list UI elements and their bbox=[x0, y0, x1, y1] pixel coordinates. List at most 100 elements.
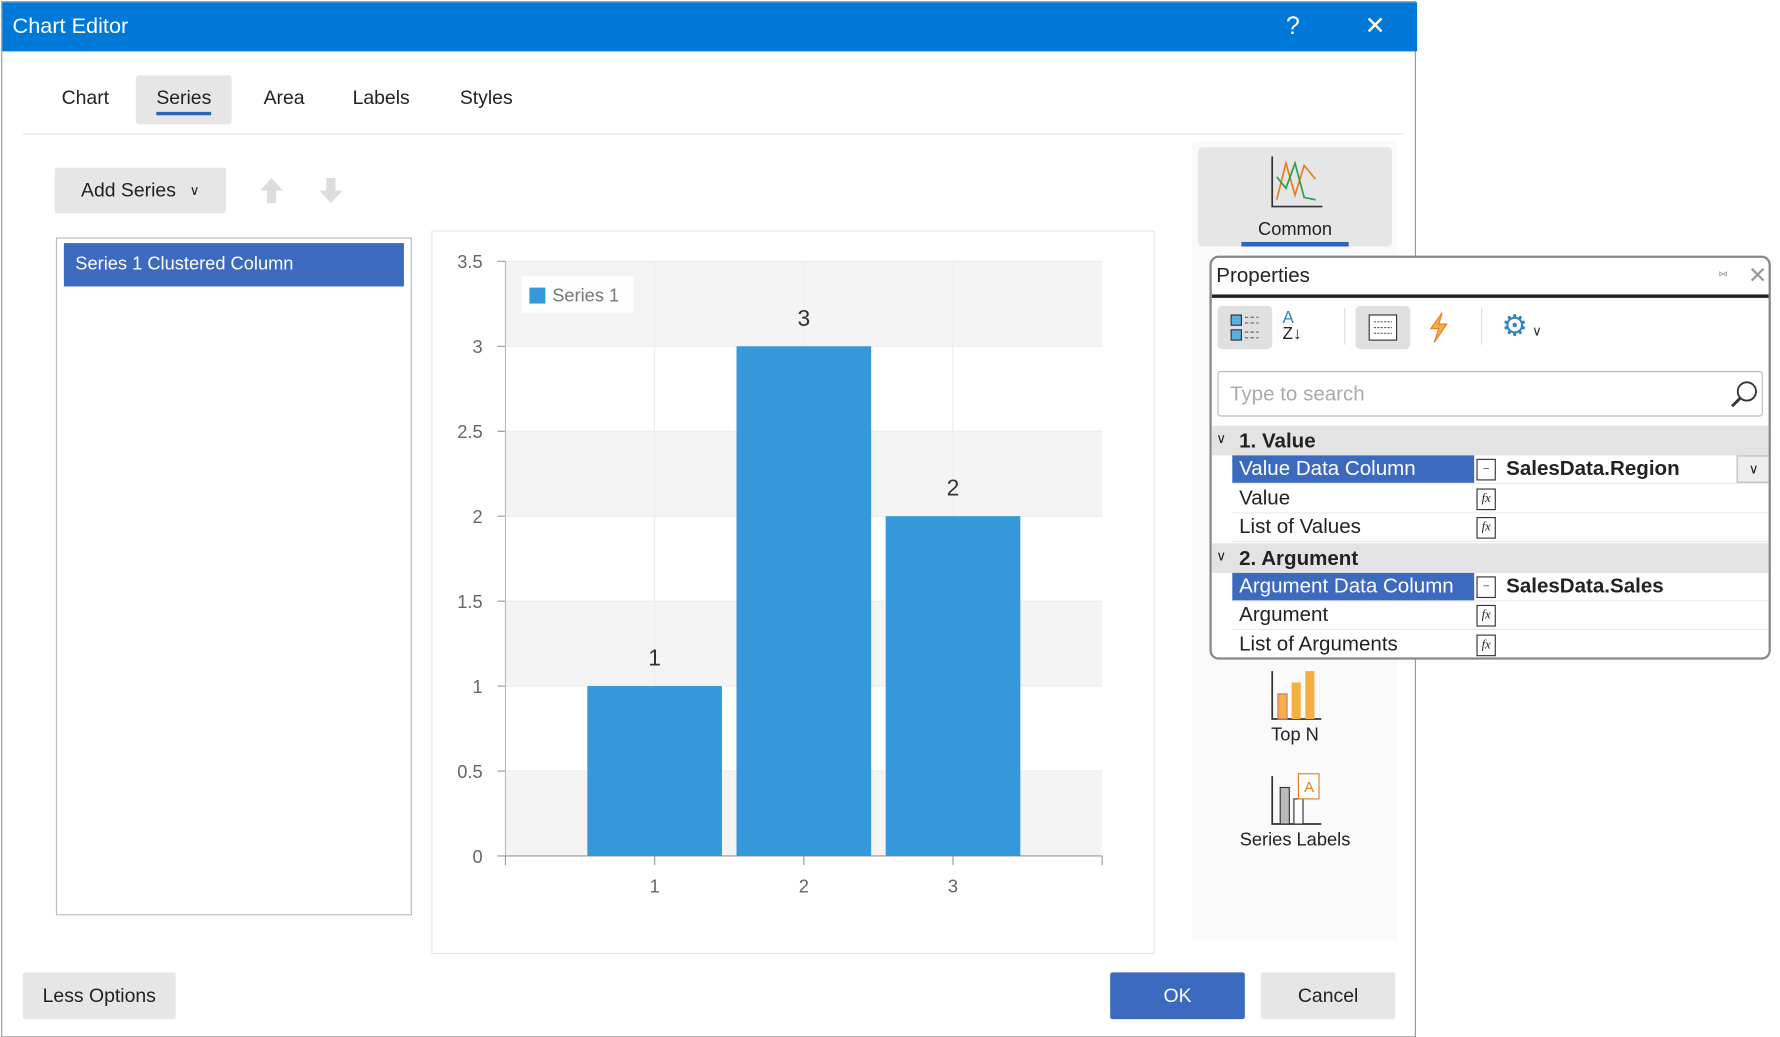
x-tick-label: 2 bbox=[799, 875, 809, 896]
y-tick-label: 3.5 bbox=[457, 251, 482, 272]
y-tick-label: 1 bbox=[472, 676, 482, 697]
collapse-icon[interactable]: − bbox=[1476, 576, 1496, 599]
property-search-input[interactable]: Type to search bbox=[1217, 370, 1763, 417]
group-value[interactable]: ∨ 1. Value bbox=[1211, 425, 1769, 456]
categorized-icon bbox=[1230, 314, 1259, 341]
data-label: 1 bbox=[648, 645, 661, 671]
common-option[interactable]: Common bbox=[1198, 147, 1393, 247]
close-icon[interactable]: ✕ bbox=[1748, 263, 1768, 289]
fx-icon[interactable]: fx bbox=[1476, 604, 1496, 627]
chevron-down-icon: ∨ bbox=[189, 182, 200, 199]
property-row[interactable]: List of Values fx bbox=[1232, 514, 1769, 543]
chart-editor-dialog: Chart Editor ? ✕ Chart Series Area Label… bbox=[1, 1, 1418, 1037]
data-label: 2 bbox=[947, 475, 960, 501]
series-list: Series 1 Clustered Column bbox=[55, 237, 412, 916]
divider bbox=[1481, 308, 1483, 345]
line-chart-icon bbox=[1271, 156, 1323, 208]
property-name: Argument bbox=[1239, 602, 1329, 626]
bar-chart: 0 0.5 1 1.5 2 2.5 3 3.5 1 1 3 2 2 3 Series 1 bbox=[457, 251, 1103, 896]
tab-label: Area bbox=[263, 86, 305, 109]
properties-view-button[interactable] bbox=[1355, 305, 1411, 350]
bar bbox=[587, 686, 722, 856]
common-label: Common bbox=[1258, 220, 1333, 240]
series-list-item[interactable]: Series 1 Clustered Column bbox=[63, 243, 404, 287]
add-series-button[interactable]: Add Series ∨ bbox=[54, 167, 226, 214]
properties-panel: Properties ⑅ ✕ A Z↓ ⚙ ∨ Type to search ∨ 1… bbox=[1209, 255, 1771, 660]
alphabetical-sort-button[interactable]: A Z↓ bbox=[1282, 308, 1302, 344]
group-label: 1. Value bbox=[1239, 429, 1316, 452]
y-tick-label: 0 bbox=[472, 846, 482, 867]
property-value[interactable]: SalesData.Sales bbox=[1506, 574, 1664, 597]
y-tick-label: 0.5 bbox=[457, 761, 482, 782]
tab-labels[interactable]: Labels bbox=[332, 75, 430, 124]
cancel-button[interactable]: Cancel bbox=[1260, 972, 1396, 1020]
x-tick-label: 3 bbox=[948, 875, 958, 896]
settings-gear-icon[interactable]: ⚙ ∨ bbox=[1501, 308, 1542, 343]
property-name: List of Values bbox=[1239, 514, 1361, 538]
legend-label: Series 1 bbox=[552, 284, 619, 305]
tab-label: Labels bbox=[352, 86, 410, 109]
tab-styles[interactable]: Styles bbox=[439, 75, 533, 124]
tab-label: Styles bbox=[459, 86, 513, 109]
top-n-option[interactable]: Top N bbox=[1198, 667, 1392, 758]
legend-swatch bbox=[529, 287, 546, 304]
tab-label: Chart bbox=[61, 86, 110, 109]
property-row[interactable]: Value fx bbox=[1232, 485, 1769, 514]
series-labels-label: Series Labels bbox=[1239, 830, 1351, 851]
dropdown-chevron-icon[interactable]: ∨ bbox=[1736, 455, 1769, 483]
top-n-icon bbox=[1271, 671, 1322, 720]
less-options-button[interactable]: Less Options bbox=[22, 972, 176, 1020]
bar bbox=[885, 516, 1021, 856]
property-name: Argument Data Column bbox=[1232, 572, 1475, 601]
group-label: 2. Argument bbox=[1239, 546, 1359, 570]
divider bbox=[22, 133, 1404, 135]
events-lightning-icon[interactable] bbox=[1426, 310, 1451, 344]
property-row[interactable]: List of Arguments fx bbox=[1232, 631, 1768, 657]
chevron-down-icon: ∨ bbox=[1216, 547, 1227, 564]
top-n-label: Top N bbox=[1271, 725, 1319, 746]
window-title: Chart Editor bbox=[12, 14, 129, 39]
tab-area[interactable]: Area bbox=[243, 75, 325, 124]
search-icon bbox=[1731, 381, 1757, 408]
move-down-icon[interactable] bbox=[317, 176, 344, 206]
divider bbox=[1344, 308, 1346, 345]
tab-chart[interactable]: Chart bbox=[41, 75, 130, 124]
title-bar: Chart Editor ? ✕ bbox=[2, 2, 1418, 52]
property-row[interactable]: Argument Data Column − SalesData.Sales bbox=[1232, 572, 1769, 602]
series-labels-icon: A bbox=[1271, 773, 1322, 825]
help-button[interactable]: ? bbox=[1285, 11, 1300, 40]
property-row[interactable]: Argument fx bbox=[1232, 601, 1769, 630]
properties-title: Properties bbox=[1216, 263, 1310, 287]
move-up-icon[interactable] bbox=[258, 176, 285, 206]
tab-label: Series bbox=[156, 86, 212, 116]
selected-indicator bbox=[1241, 241, 1349, 247]
tab-series[interactable]: Series bbox=[135, 75, 232, 125]
y-tick-label: 3 bbox=[472, 336, 482, 357]
property-name: Value bbox=[1239, 486, 1291, 510]
fx-icon[interactable]: fx bbox=[1476, 634, 1496, 657]
property-name: Value Data Column bbox=[1232, 455, 1475, 483]
fx-icon[interactable]: fx bbox=[1476, 488, 1496, 511]
list-icon bbox=[1368, 314, 1398, 341]
svg-text:A: A bbox=[1304, 780, 1314, 796]
x-tick-label: 1 bbox=[650, 875, 660, 896]
categorized-button[interactable] bbox=[1217, 305, 1273, 350]
close-button[interactable]: ✕ bbox=[1364, 11, 1386, 40]
property-value[interactable]: SalesData.Region bbox=[1506, 456, 1680, 480]
chevron-down-icon: ∨ bbox=[1216, 430, 1227, 447]
y-tick-label: 2.5 bbox=[457, 421, 482, 442]
add-series-label: Add Series bbox=[81, 179, 176, 201]
y-tick-label: 1.5 bbox=[457, 591, 482, 612]
collapse-icon[interactable]: − bbox=[1476, 458, 1496, 481]
fx-icon[interactable]: fx bbox=[1476, 517, 1496, 539]
pin-icon[interactable]: ⑅ bbox=[1718, 263, 1728, 282]
search-placeholder: Type to search bbox=[1229, 382, 1365, 406]
series-labels-option[interactable]: A Series Labels bbox=[1198, 772, 1392, 863]
group-argument[interactable]: ∨ 2. Argument bbox=[1211, 543, 1769, 573]
chart-preview: 0 0.5 1 1.5 2 2.5 3 3.5 1 1 3 2 2 3 Series 1 bbox=[431, 230, 1155, 955]
divider bbox=[1211, 294, 1769, 298]
property-name: List of Arguments bbox=[1239, 632, 1398, 656]
property-row[interactable]: Value Data Column − SalesData.Region ∨ bbox=[1232, 455, 1769, 484]
y-tick-label: 2 bbox=[472, 506, 482, 527]
ok-button[interactable]: OK bbox=[1110, 972, 1245, 1020]
